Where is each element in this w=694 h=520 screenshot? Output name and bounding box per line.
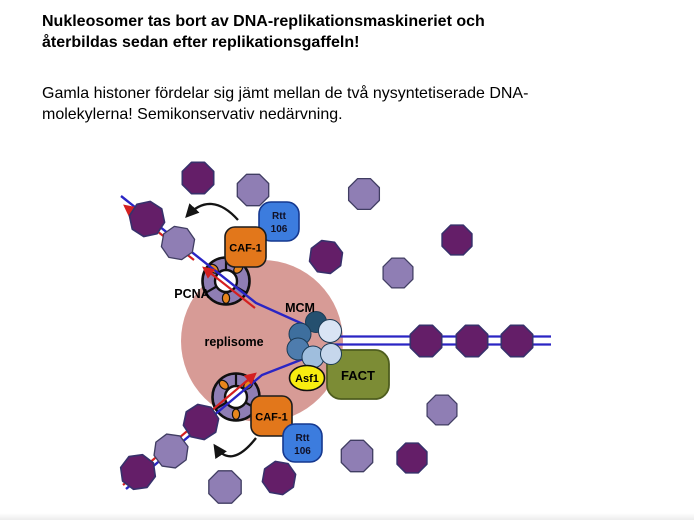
- new-strand-top-inner-arrow: [202, 266, 256, 309]
- rtt106-top-label-line2: 106: [271, 224, 288, 235]
- fact-box: [326, 349, 390, 400]
- slide-header: Nukleosomer tas bort av DNA-replikations…: [42, 11, 678, 125]
- slide-title-line1: Nukleosomer tas bort av DNA-replikations…: [42, 13, 485, 30]
- rtt106-box-top: [258, 201, 300, 242]
- histone-octagon-light: [347, 177, 381, 211]
- mcm-subunit: [320, 343, 342, 365]
- histone-octagon-light: [208, 470, 242, 504]
- nucleosome-on-daughter-dna: [118, 452, 158, 492]
- slide-title: Nukleosomer tas bort av DNA-replikations…: [42, 11, 678, 53]
- histone-octagon-dark: [441, 224, 473, 256]
- histone-octagon-light: [426, 394, 458, 426]
- replisome-label: replisome: [204, 335, 263, 349]
- histone-octagon-dark: [307, 238, 345, 276]
- rtt106-bottom-label-line1: Rtt: [296, 433, 311, 444]
- histone-octagon-dark: [181, 161, 215, 195]
- mcm-subunit: [318, 319, 342, 343]
- nucleosome-on-parental-dna: [409, 324, 443, 358]
- nucleosome-on-parental-dna: [500, 324, 534, 358]
- caf1-box-bottom: [250, 395, 293, 437]
- histone-octagon-dark: [260, 459, 298, 497]
- histone-octagon-light: [340, 439, 374, 473]
- slide-body-text: Gamla histoner fördelar sig jämt mellan …: [42, 83, 678, 125]
- slide-bottom-shadow: [0, 513, 694, 520]
- slide-title-line2: återbildas sedan efter replikationsgaffe…: [42, 34, 360, 51]
- asf1-ellipse: [288, 364, 326, 392]
- histone-octagon-light: [382, 257, 414, 289]
- caf1-top-label: CAF-1: [229, 243, 261, 255]
- rtt106-bottom-label-line2: 106: [294, 446, 311, 457]
- mcm-label: MCM: [285, 301, 315, 315]
- caf1-box-top: [224, 226, 267, 268]
- histone-octagon-light: [236, 173, 270, 207]
- histone-octagon-dark: [396, 442, 428, 474]
- caf1-bottom-label: CAF-1: [255, 412, 287, 424]
- histone-transfer-arrow-bottom: [213, 437, 257, 460]
- pcna-label: PCNA: [174, 287, 209, 301]
- rtt106-box-bottom: [282, 423, 323, 463]
- slide-body-line1: Gamla histoner fördelar sig jämt mellan …: [42, 85, 529, 102]
- nucleosome-on-daughter-dna: [152, 432, 190, 470]
- histone-transfer-arrow-top: [185, 202, 239, 221]
- asf1-label: Asf1: [295, 373, 319, 385]
- fact-label: FACT: [341, 368, 375, 383]
- mcm-helicase-cluster: [286, 311, 342, 369]
- slide-body-line2: molekylerna! Semikonservativ nedärvning.: [42, 106, 343, 123]
- nucleosome-on-parental-dna: [455, 324, 489, 358]
- rtt106-top-label-line1: Rtt: [272, 211, 287, 222]
